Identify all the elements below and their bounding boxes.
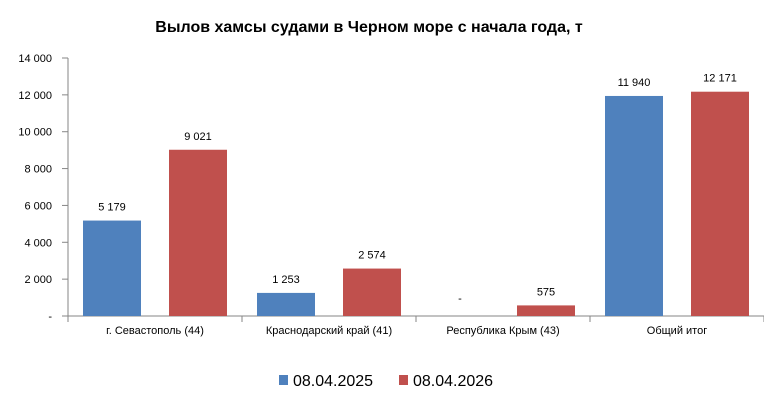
- bar: [257, 292, 315, 316]
- category-label: г. Севастополь (44): [106, 325, 204, 337]
- chart-title: Вылов хамсы судами в Черном море с начал…: [155, 19, 583, 36]
- bar: [169, 149, 227, 316]
- legend: 08.04.2025 08.04.2026: [279, 373, 493, 390]
- y-tick-label: 14 000: [18, 53, 52, 65]
- x-axis-ticks: г. Севастополь (44) Краснодарский край (4…: [67, 316, 764, 337]
- y-tick-label: 10 000: [18, 127, 52, 139]
- data-label: 9 021: [184, 131, 212, 143]
- legend-swatch: [399, 375, 408, 385]
- bar: [343, 268, 401, 316]
- bar: [605, 95, 663, 316]
- bar: [517, 305, 575, 316]
- data-labels: 5 179 9 021 1 253 2 574 - 575 11 940 12 171: [98, 73, 737, 305]
- category-label: Республика Крым (43): [446, 325, 559, 337]
- legend-label: 08.04.2026: [413, 373, 493, 390]
- y-tick-label: 4 000: [24, 237, 52, 249]
- bars: [83, 91, 749, 316]
- data-label: 1 253: [272, 274, 300, 286]
- y-tick-label: 2 000: [24, 274, 52, 286]
- y-tick-label: 8 000: [24, 164, 52, 176]
- y-tick-label: 12 000: [18, 90, 52, 102]
- data-label: 575: [537, 286, 555, 298]
- category-label: Общий итог: [647, 325, 707, 337]
- y-axis-ticks: - 2 000 4 000 6 000 8 000 10 000 12 000 14 000: [18, 53, 68, 323]
- data-label: 2 574: [358, 250, 386, 262]
- y-tick-label: -: [48, 311, 52, 323]
- bar: [83, 220, 141, 316]
- bar: [691, 91, 749, 316]
- data-label: 5 179: [98, 202, 126, 214]
- data-label: 11 940: [618, 77, 651, 89]
- category-label: Краснодарский край (41): [266, 325, 392, 337]
- data-label: 12 171: [703, 73, 737, 85]
- y-tick-label: 6 000: [24, 200, 52, 212]
- data-label: -: [458, 293, 462, 305]
- legend-swatch: [279, 375, 288, 385]
- legend-label: 08.04.2025: [293, 373, 373, 390]
